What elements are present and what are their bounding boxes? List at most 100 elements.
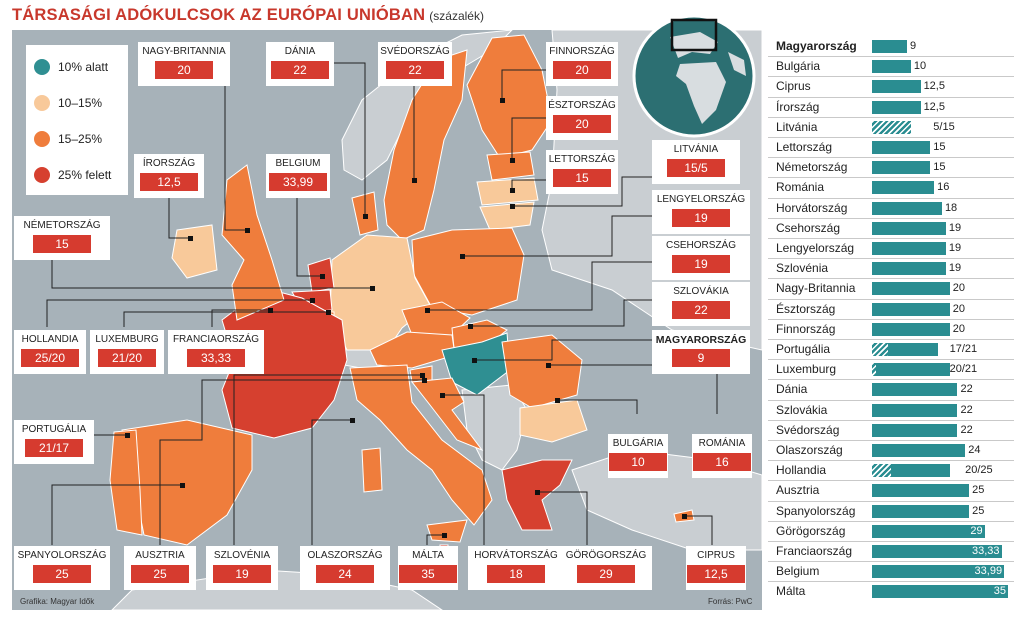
country-name: Szlovákia <box>776 402 828 417</box>
rate-badge: 25/20 <box>21 349 79 367</box>
row-separator <box>768 217 1014 219</box>
bar-value-label: 29 <box>970 524 983 537</box>
label-hollandia: HOLLANDIA 25/20 <box>14 330 86 374</box>
label-ciprus: CIPRUS 12,5 <box>686 546 746 590</box>
leader-szlovenia <box>233 374 422 545</box>
label-litvania: LITVÁNIA 15/5 <box>652 140 740 184</box>
country-name: Portugália <box>776 342 831 356</box>
bar-range-segment <box>872 120 911 134</box>
bar <box>872 60 911 74</box>
estonia-shape <box>486 151 535 181</box>
label-szlovakia: SZLOVÁKIA 22 <box>652 282 750 326</box>
country-name: Ausztria <box>776 483 820 498</box>
country-name: Málta <box>776 584 806 599</box>
bar-value-label: 17/21 <box>949 343 978 355</box>
bar-value-label: 35 <box>993 585 1006 598</box>
country-name: OLASZORSZÁG <box>307 550 383 561</box>
leader-ausztria <box>159 379 424 545</box>
bar-value-label: 19 <box>948 242 962 254</box>
label-nemetorszag: NÉMETORSZÁG 15 <box>14 216 110 260</box>
ranking-row: Németország 15 <box>768 157 1014 177</box>
bar-value-label: 15 <box>933 161 946 174</box>
label-bulgaria: BULGÁRIA 10 <box>608 434 668 478</box>
bar <box>872 565 1005 579</box>
rate-badge: 25 <box>33 565 91 583</box>
ranking-row: Szlovákia 22 <box>768 399 1014 420</box>
ranking-row: Málta 35 <box>768 581 1014 601</box>
country-name: LITVÁNIA <box>673 144 719 155</box>
portugal-shape <box>109 429 143 536</box>
bar-value-label: 5/15 <box>933 120 955 133</box>
rate-badge: 20 <box>553 61 611 79</box>
bar-value-label: 22 <box>960 423 973 436</box>
bar <box>872 262 946 276</box>
country-name: HOLLANDIA <box>21 334 79 345</box>
rate-badge: 21/20 <box>98 349 156 367</box>
label-romania: ROMÁNIA 16 <box>692 434 752 478</box>
bar <box>872 302 950 316</box>
chart-title: TÁRSASÁGI ADÓKULCSOK AZ EURÓPAI UNIÓBAN(… <box>12 6 484 24</box>
country-name: Bulgária <box>776 59 821 74</box>
bar-range-segment <box>872 363 876 377</box>
bar-low-segment <box>872 464 950 478</box>
label-spanyolorszag: SPANYOLORSZÁG 25 <box>14 546 110 590</box>
country-name: AUSZTRIA <box>135 550 185 561</box>
bar <box>872 585 1008 599</box>
label-dania: DÁNIA 22 <box>266 42 334 86</box>
row-separator <box>768 177 1014 179</box>
bar-value-label: 19 <box>948 221 962 234</box>
legend-swatch <box>34 95 50 111</box>
country-name: Csehország <box>776 220 841 235</box>
ranking-row: Horvátország 18 <box>768 197 1014 218</box>
country-name: FRANCIAORSZÁG <box>172 334 260 345</box>
ranking-row: Franciaország 33,33 <box>768 541 1014 561</box>
leader-lettorszag <box>511 179 547 190</box>
leader-irorszag <box>168 198 190 239</box>
leader-spanyolorszag <box>51 484 182 545</box>
ranking-row: Lengyelország 19 <box>768 238 1014 258</box>
bar-value-label: 20/25 <box>965 464 993 477</box>
leader-nemetorszag <box>51 252 372 289</box>
country-name: MAGYARORSZÁG <box>655 334 747 346</box>
ireland-shape <box>171 224 218 279</box>
country-name: ÍRORSZÁG <box>142 158 196 169</box>
bar <box>872 383 958 397</box>
label-olaszorszag: OLASZORSZÁG 24 <box>300 546 390 590</box>
row-separator <box>768 258 1014 260</box>
bar <box>872 545 1002 558</box>
country-name: CSEHORSZÁG <box>665 240 736 251</box>
sicily-shape <box>426 519 468 543</box>
country-name: LETTORSZÁG <box>548 154 616 165</box>
leader-nagy-britannia <box>224 64 247 231</box>
ranking-row: Lettország 15 <box>768 137 1014 157</box>
legend-swatch <box>34 131 50 147</box>
label-esztorszag: ÉSZTORSZÁG 20 <box>546 96 618 140</box>
ranking-bar-chart: Magyarország 9 Bulgária 10 Ciprus 12,5 Írorszá… <box>768 36 1014 610</box>
label-finnorszag: FINNORSZÁG 20 <box>546 42 618 86</box>
country-name: Románia <box>776 180 825 195</box>
ranking-row: Luxemburg 20/21 <box>768 359 1014 379</box>
bulgaria-shape <box>519 399 588 443</box>
legend-label: 25% felett <box>58 168 112 182</box>
leader-magyarorszag <box>474 339 652 361</box>
bar-value-label: 15 <box>933 141 946 153</box>
legend-item: 25% felett <box>34 165 111 185</box>
bar-value-label: 20 <box>952 282 965 295</box>
ranking-row: Ciprus 12,5 <box>768 76 1014 96</box>
leader-csehorszag <box>427 261 652 311</box>
label-lettorszag: LETTORSZÁG 15 <box>546 150 618 194</box>
country-name: NÉMETORSZÁG <box>23 220 101 231</box>
country-name: Svédország <box>776 422 840 437</box>
leader-gorogorszag <box>537 491 588 545</box>
legend: 10% alatt 10–15% 15–25% 25% felett <box>26 45 128 195</box>
bar <box>872 181 935 195</box>
bar <box>872 524 985 538</box>
leader-bulgaria <box>557 399 638 414</box>
label-szlovenia: SZLOVÉNIA 19 <box>206 546 278 590</box>
rate-badge: 22 <box>386 61 444 79</box>
bar-value-label: 9 <box>909 40 917 52</box>
legend-label: 15–25% <box>58 132 103 146</box>
bar-low-segment <box>872 343 939 356</box>
bar <box>872 322 950 336</box>
row-separator <box>768 440 1014 441</box>
